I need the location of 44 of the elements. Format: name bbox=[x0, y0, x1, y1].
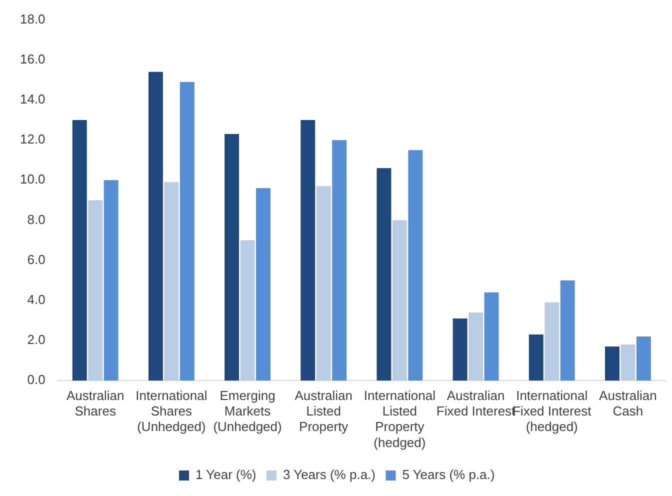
legend-label: 5 Years (% p.a.) bbox=[402, 467, 495, 482]
x-tick-label: Emerging Markets (Unhedged) bbox=[213, 388, 282, 434]
bar bbox=[72, 120, 87, 381]
y-tick-label: 10.0 bbox=[20, 172, 46, 187]
bar bbox=[316, 186, 331, 381]
bar bbox=[104, 180, 118, 381]
y-tick-label: 8.0 bbox=[27, 212, 46, 227]
legend-label: 1 Year (%) bbox=[196, 467, 256, 482]
bar bbox=[452, 318, 468, 381]
bar bbox=[408, 150, 423, 381]
bar bbox=[392, 220, 407, 381]
bar bbox=[468, 312, 484, 381]
bar bbox=[332, 140, 347, 381]
y-tick-label: 18.0 bbox=[20, 11, 46, 26]
bar bbox=[376, 168, 392, 381]
bar bbox=[620, 344, 636, 381]
bar bbox=[560, 280, 575, 381]
bar bbox=[544, 302, 560, 381]
y-tick-label: 14.0 bbox=[20, 92, 46, 107]
bar bbox=[164, 182, 179, 381]
bar bbox=[484, 292, 499, 381]
x-tick-label: International Listed Property (hedged) bbox=[364, 388, 436, 450]
bar bbox=[240, 240, 255, 381]
bar bbox=[180, 82, 194, 381]
y-tick-label: 0.0 bbox=[27, 372, 46, 388]
y-tick-label: 12.0 bbox=[20, 132, 46, 147]
y-tick-label: 2.0 bbox=[27, 332, 46, 348]
bar bbox=[605, 346, 620, 381]
x-tick-label: Australian Listed Property bbox=[294, 388, 353, 434]
y-tick-label: 4.0 bbox=[27, 292, 46, 307]
bar bbox=[528, 334, 544, 381]
y-tick-label: 16.0 bbox=[20, 51, 46, 66]
legend-label: 3 Years (% p.a.) bbox=[282, 467, 376, 482]
bar bbox=[256, 188, 270, 381]
x-tick-label: Australian Cash bbox=[599, 388, 657, 419]
y-tick-label: 6.0 bbox=[27, 252, 46, 267]
bar bbox=[636, 336, 651, 381]
bar bbox=[148, 72, 163, 381]
bar bbox=[300, 120, 316, 381]
bar bbox=[224, 134, 240, 381]
x-tick-label: International Shares (Unhedged) bbox=[136, 388, 208, 434]
x-tick-label: Australian Shares bbox=[66, 388, 124, 419]
x-tick-label: Australian Fixed Interest bbox=[436, 388, 516, 419]
bar bbox=[88, 200, 103, 381]
